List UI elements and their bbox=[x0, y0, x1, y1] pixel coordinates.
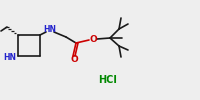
Text: O: O bbox=[70, 56, 78, 64]
Text: HN: HN bbox=[4, 52, 16, 62]
Text: O: O bbox=[89, 34, 97, 44]
Text: HCl: HCl bbox=[99, 75, 117, 85]
Text: HN: HN bbox=[44, 26, 57, 34]
